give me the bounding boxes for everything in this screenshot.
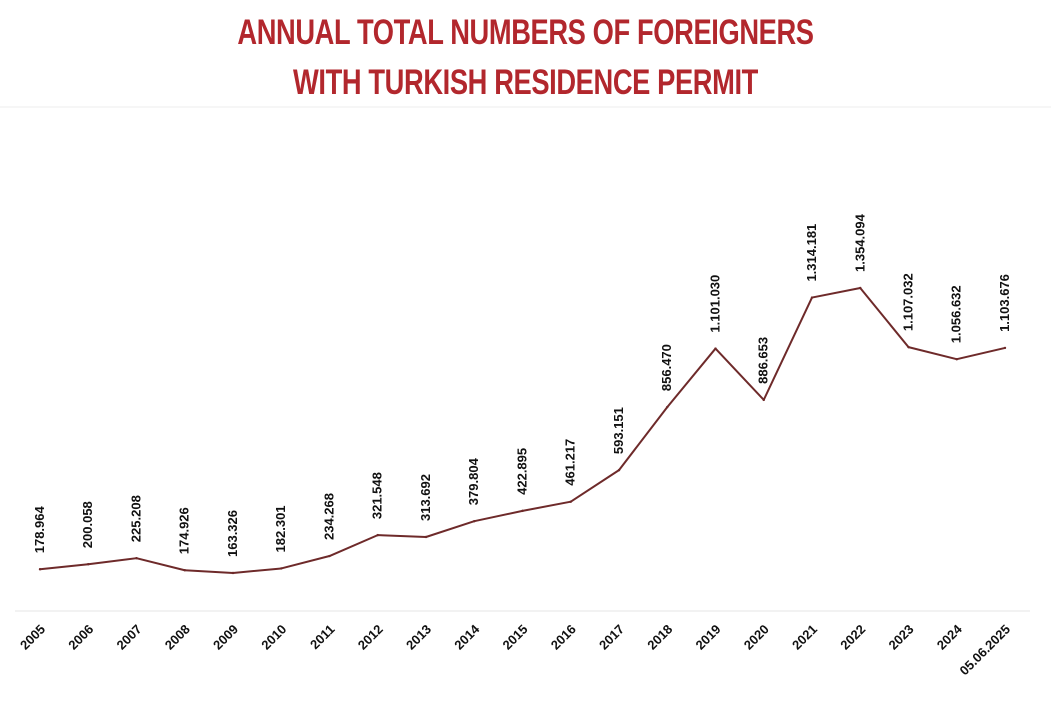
x-tick-label: 2015 bbox=[500, 622, 531, 653]
x-tick-label: 2013 bbox=[403, 622, 434, 653]
title-line-1: ANNUAL TOTAL NUMBERS OF FOREIGNERS bbox=[237, 13, 814, 52]
line-segment bbox=[569, 469, 620, 503]
data-point bbox=[473, 519, 476, 523]
value-label: 1.101.030 bbox=[708, 275, 723, 333]
line-segment bbox=[232, 567, 283, 574]
data-point bbox=[666, 405, 669, 409]
value-label: 461.217 bbox=[563, 439, 578, 486]
x-tick-label: 2022 bbox=[837, 622, 868, 653]
data-point bbox=[810, 296, 814, 299]
line-segment bbox=[135, 557, 186, 572]
value-label: 178.964 bbox=[32, 505, 47, 553]
data-point bbox=[231, 571, 235, 575]
line-segment bbox=[280, 555, 331, 570]
line-segment bbox=[521, 500, 572, 512]
value-label: 1.103.676 bbox=[997, 274, 1012, 332]
x-tick-label: 2023 bbox=[886, 622, 917, 653]
x-tick-label: 2012 bbox=[355, 622, 386, 653]
x-tick-label: 2008 bbox=[162, 622, 193, 653]
data-point bbox=[87, 563, 90, 566]
value-labels: 178.964 200.058 225.208 174.926 163.326 182.3… bbox=[32, 213, 1012, 557]
line-segment bbox=[955, 346, 1006, 361]
value-label: 1.107.032 bbox=[901, 273, 916, 331]
value-label: 174.926 bbox=[177, 507, 192, 554]
value-label: 200.058 bbox=[80, 501, 95, 548]
x-tick-label: 2021 bbox=[789, 622, 820, 653]
value-label: 163.326 bbox=[225, 510, 240, 557]
line-segment bbox=[473, 509, 524, 523]
value-label: 856.470 bbox=[659, 344, 674, 391]
line-segment bbox=[328, 534, 379, 558]
x-tick-label: 2005 bbox=[17, 622, 48, 653]
x-tick-label: 2024 bbox=[934, 621, 966, 653]
line-segment bbox=[666, 347, 717, 409]
line-segment bbox=[859, 287, 910, 349]
line-segment bbox=[183, 569, 234, 574]
data-point bbox=[617, 468, 621, 472]
x-tick-label: 2019 bbox=[693, 622, 724, 653]
value-label: 422.895 bbox=[515, 448, 530, 495]
line-segment bbox=[376, 534, 427, 539]
line-segment bbox=[714, 347, 765, 401]
line-segment bbox=[811, 287, 862, 299]
data-point bbox=[762, 398, 765, 402]
data-point bbox=[38, 568, 42, 571]
x-tick-label: 2017 bbox=[596, 622, 627, 653]
value-label: 225.208 bbox=[129, 495, 144, 542]
value-label: 1.314.181 bbox=[804, 224, 819, 282]
value-label: 321.548 bbox=[370, 472, 385, 519]
value-label: 886.653 bbox=[756, 337, 771, 384]
line-segment bbox=[425, 520, 476, 539]
data-point bbox=[569, 500, 572, 503]
x-tick-label: 2014 bbox=[451, 621, 483, 653]
x-tick-label: 2016 bbox=[548, 622, 579, 653]
line-segment bbox=[618, 406, 669, 472]
x-tick-label: 2020 bbox=[741, 622, 772, 653]
title-line-2: WITH TURKISH RESIDENCE PERMIT bbox=[293, 63, 758, 102]
value-label: 182.301 bbox=[273, 505, 288, 552]
data-point bbox=[280, 567, 283, 570]
data-point bbox=[424, 535, 428, 539]
line-segment bbox=[87, 557, 138, 566]
data-point bbox=[1003, 346, 1007, 350]
value-label: 379.804 bbox=[466, 457, 481, 505]
value-label: 234.268 bbox=[322, 493, 337, 540]
x-tick-label: 05.06.2025 bbox=[956, 622, 1013, 679]
data-point bbox=[955, 357, 958, 361]
x-tick-labels: 2005 2006 2007 2008 2009 2010 2011 2012 2013 2014… bbox=[17, 621, 1013, 678]
chart-title: ANNUAL TOTAL NUMBERS OF FOREIGNERS WITH … bbox=[0, 8, 1051, 108]
value-label: 593.151 bbox=[611, 407, 626, 454]
data-point bbox=[521, 509, 524, 513]
line-segment bbox=[762, 296, 813, 401]
series-group bbox=[38, 286, 1007, 575]
value-label: 313.692 bbox=[418, 474, 433, 521]
value-label: 1.056.632 bbox=[949, 285, 964, 343]
data-point bbox=[907, 345, 910, 349]
x-tick-label: 2011 bbox=[307, 622, 338, 653]
line-segment bbox=[39, 563, 90, 571]
x-tick-label: 2007 bbox=[114, 622, 145, 653]
x-tick-label: 2009 bbox=[210, 622, 241, 653]
x-tick-label: 2010 bbox=[258, 622, 289, 653]
data-point bbox=[376, 533, 379, 537]
data-point bbox=[183, 569, 186, 572]
x-tick-label: 2018 bbox=[644, 622, 675, 653]
line-segment bbox=[907, 346, 958, 361]
value-label: 1.354.094 bbox=[852, 213, 867, 272]
data-point bbox=[328, 554, 331, 558]
data-point bbox=[135, 556, 138, 560]
x-tick-label: 2006 bbox=[65, 622, 96, 653]
data-point bbox=[859, 286, 862, 290]
data-point bbox=[714, 347, 717, 350]
